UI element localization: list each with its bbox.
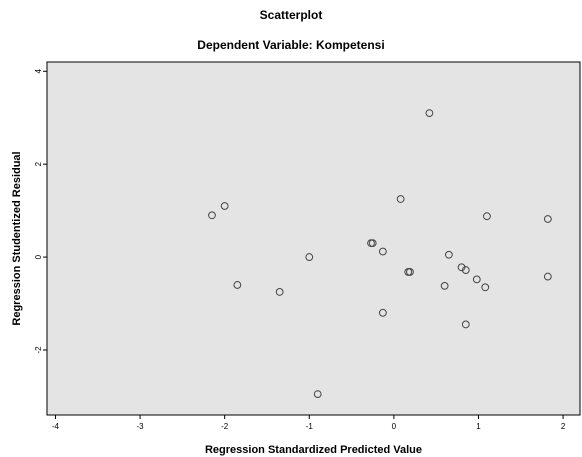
plot-area: [46, 61, 581, 416]
x-tick-label: 2: [561, 422, 566, 431]
x-tick-label: -1: [306, 422, 314, 431]
scatter-point: [481, 283, 490, 292]
scatter-point: [305, 253, 314, 261]
scatter-point: [543, 272, 552, 281]
y-tick-label: 4: [34, 69, 43, 74]
x-tick-label: 1: [476, 422, 481, 431]
x-tick-label: -2: [221, 422, 229, 431]
scatter-point: [483, 212, 491, 221]
scatter-point: [457, 263, 466, 272]
x-axis-label: Regression Standardized Predicted Value: [205, 444, 422, 456]
scatter-point: [444, 250, 453, 259]
y-tick-label: 0: [34, 254, 43, 259]
scatter-point: [368, 239, 377, 248]
x-tick-label: -3: [137, 422, 145, 431]
chart-title: Scatterplot: [259, 8, 323, 22]
scatter-point: [461, 320, 470, 329]
scatter-point: [425, 109, 434, 117]
scatter-point: [406, 268, 414, 276]
x-axis-ticks: -4 -3 -2 -1 0 1 2: [52, 415, 566, 431]
scatter-point: [233, 281, 242, 289]
scatter-point: [220, 202, 229, 210]
y-axis-label: Regression Studentized Residual: [11, 151, 23, 325]
scatter-point: [396, 195, 405, 203]
y-tick-label: -2: [34, 346, 43, 354]
scatter-point: [378, 247, 387, 256]
y-tick-label: 2: [34, 161, 43, 166]
scatter-point: [472, 275, 481, 284]
data-points: [208, 109, 552, 398]
scatter-point: [378, 308, 387, 317]
scatter-point: [275, 288, 284, 296]
chart-subtitle: Dependent Variable: Kompetensi: [197, 38, 385, 52]
scatter-point: [440, 281, 449, 290]
x-tick-label: 0: [392, 422, 397, 431]
scatter-point: [461, 266, 470, 274]
x-tick-label: -4: [52, 422, 60, 431]
scatter-point: [208, 211, 216, 220]
scatter-point: [313, 390, 322, 398]
scatter-point: [543, 215, 552, 223]
y-axis-ticks: -2 0 2 4: [34, 69, 47, 354]
